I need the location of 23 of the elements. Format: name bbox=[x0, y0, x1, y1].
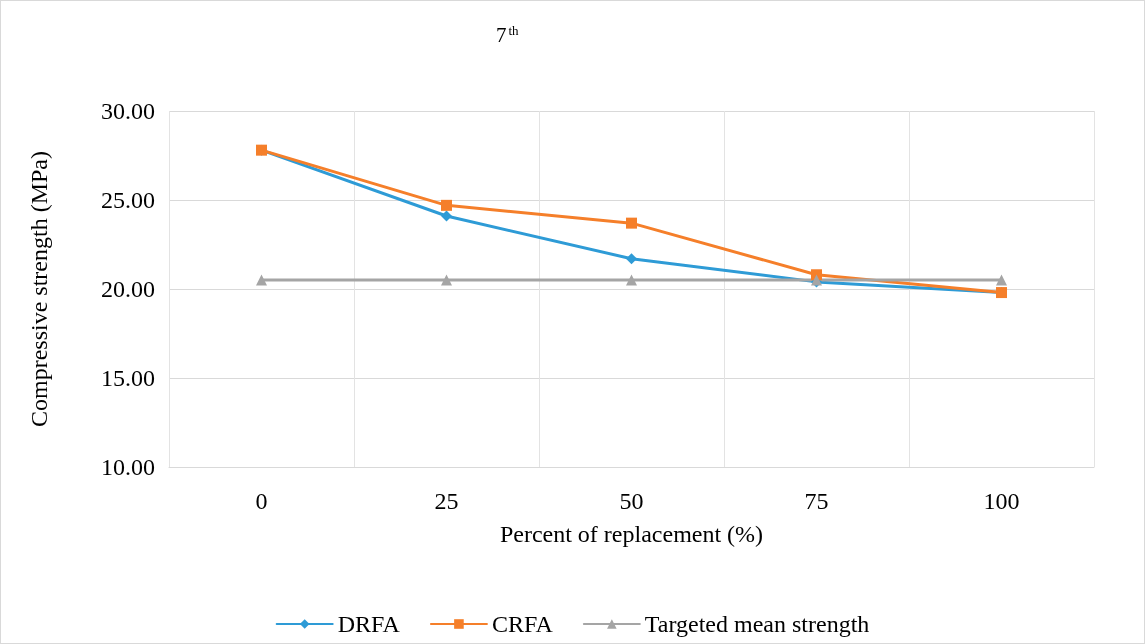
x-tick-label: 0 bbox=[255, 488, 268, 514]
point bbox=[626, 253, 637, 265]
y-tick-label: 15.00 bbox=[101, 365, 155, 391]
legend-label: Targeted mean strength bbox=[644, 611, 870, 637]
legend-label: DRFA bbox=[337, 611, 401, 637]
point bbox=[626, 274, 637, 286]
point bbox=[996, 274, 1007, 286]
x-tick-label: 25 bbox=[434, 488, 459, 514]
y-axis-title: Compressive strength (MPa) bbox=[26, 151, 52, 427]
y-tick-label: 25.00 bbox=[101, 187, 155, 213]
point bbox=[441, 210, 452, 222]
x-axis-title: Percent of replacement (%) bbox=[499, 521, 764, 547]
x-tick-label: 50 bbox=[619, 488, 644, 514]
y-tick-label: 20.00 bbox=[101, 276, 155, 302]
point bbox=[626, 217, 637, 229]
point bbox=[441, 199, 452, 211]
y-tick-label: 30.00 bbox=[101, 98, 155, 124]
point bbox=[441, 274, 452, 286]
point bbox=[256, 274, 267, 286]
x-tick-label: 75 bbox=[804, 488, 829, 514]
y-tick-label: 10.00 bbox=[101, 454, 155, 480]
x-tick-label: 100 bbox=[983, 488, 1020, 514]
legend-label: CRFA bbox=[491, 611, 554, 637]
